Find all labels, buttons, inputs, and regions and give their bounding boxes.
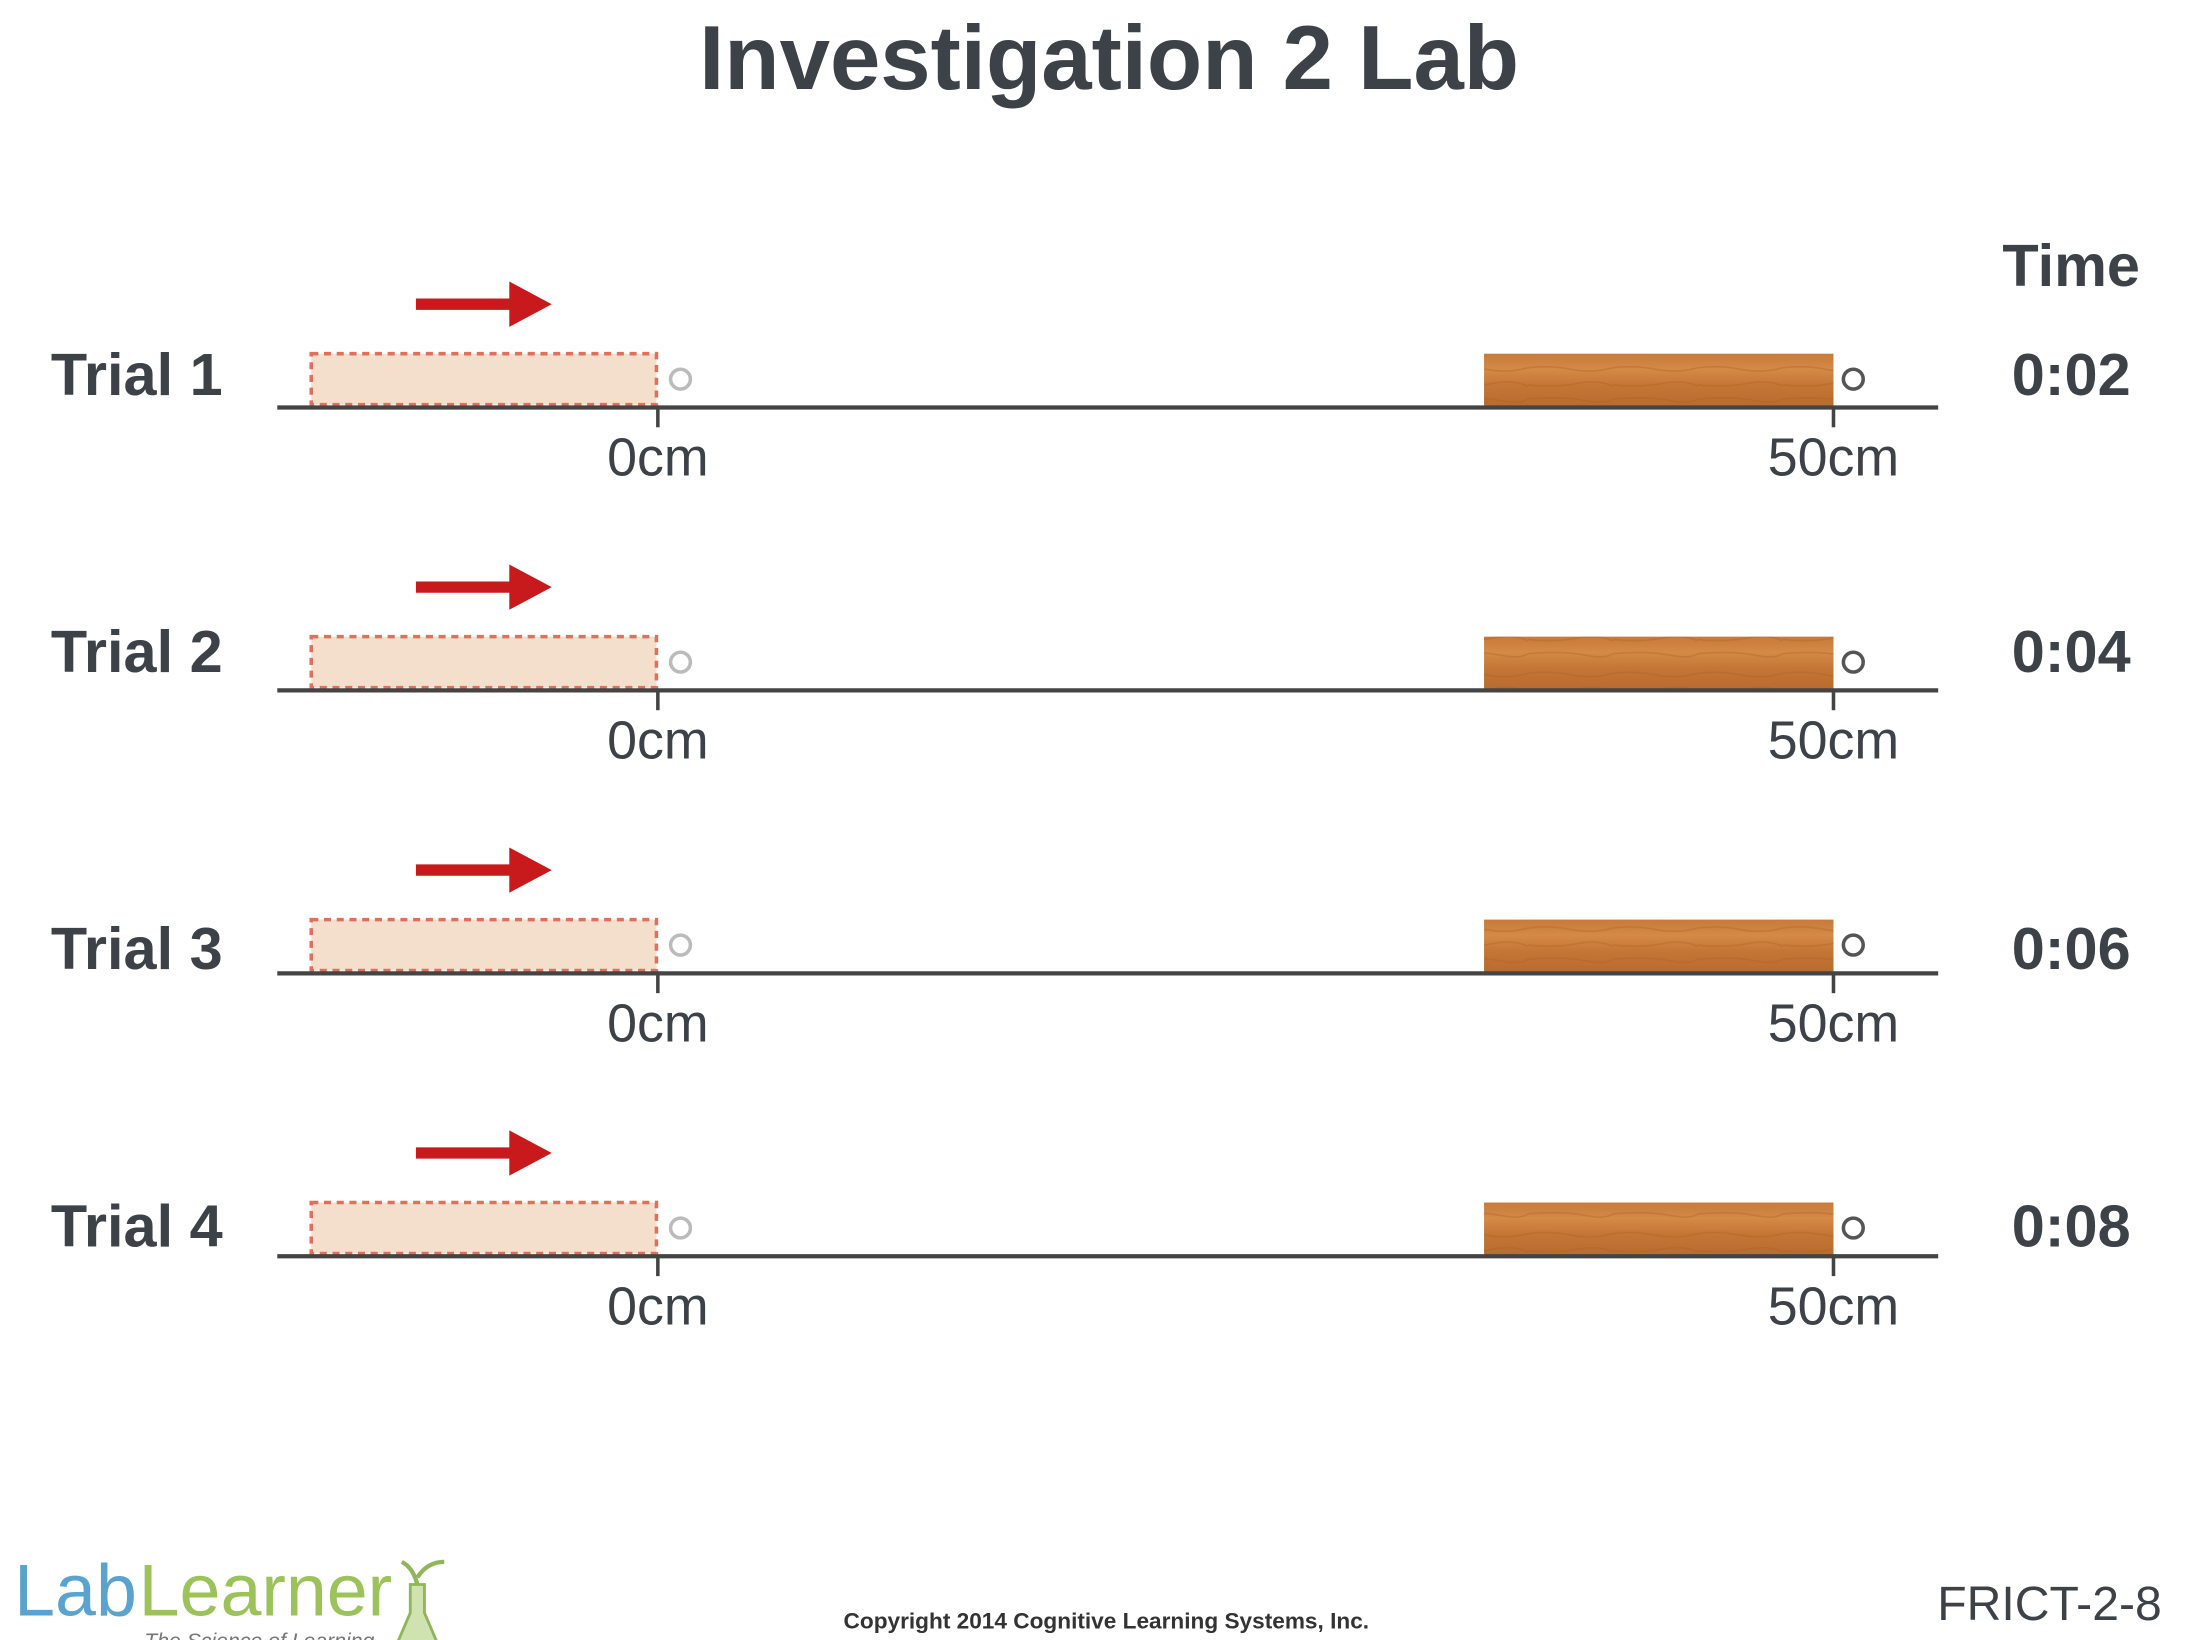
end-label: 50cm bbox=[1768, 1276, 1899, 1336]
logo-learner: Learner bbox=[139, 1548, 393, 1631]
time-heading: Time bbox=[2002, 232, 2140, 299]
start-label: 0cm bbox=[607, 1276, 709, 1336]
trial-label: Trial 4 bbox=[51, 1193, 223, 1260]
trials: Trial 1 0cm 50cm 0:02 Trial 2 0cm 50cm 0:04 Tria… bbox=[51, 281, 2131, 1336]
end-hook bbox=[1841, 650, 1865, 674]
slide-code: FRICT-2-8 bbox=[1937, 1577, 2161, 1631]
start-hook bbox=[668, 1216, 693, 1240]
end-hook bbox=[1841, 933, 1865, 957]
trial-label: Trial 2 bbox=[51, 618, 223, 685]
wood-grain bbox=[1484, 919, 1834, 972]
start-block bbox=[309, 1200, 659, 1256]
end-hook bbox=[1841, 367, 1865, 391]
trial-label: Trial 1 bbox=[51, 341, 223, 408]
start-block bbox=[309, 351, 659, 407]
end-label: 50cm bbox=[1768, 427, 1899, 487]
wood-grain bbox=[1484, 636, 1834, 689]
arrow bbox=[415, 281, 552, 327]
trial-time: 0:08 bbox=[2012, 1193, 2131, 1260]
logo-flask bbox=[397, 1583, 438, 1640]
title: Investigation 2 Lab bbox=[699, 8, 1519, 109]
trial-time: 0:02 bbox=[2012, 341, 2131, 408]
logo-sprout bbox=[400, 1559, 445, 1586]
start-label: 0cm bbox=[607, 427, 709, 487]
logo-tagline: The Science of Learning bbox=[144, 1630, 374, 1640]
start-hook bbox=[668, 650, 693, 674]
trial-time: 0:06 bbox=[2012, 915, 2131, 982]
logo-lab: Lab bbox=[14, 1548, 137, 1631]
logo: Lab Learner The Science of Learning bbox=[14, 1548, 445, 1640]
wood-grain bbox=[1484, 1202, 1834, 1255]
start-block bbox=[309, 917, 659, 973]
copyright: Copyright 2014 Cognitive Learning System… bbox=[844, 1609, 1370, 1634]
end-label: 50cm bbox=[1768, 993, 1899, 1053]
start-hook bbox=[668, 367, 693, 391]
trial-label: Trial 3 bbox=[51, 915, 223, 982]
start-hook bbox=[668, 933, 693, 957]
trial-time: 0:04 bbox=[2012, 618, 2131, 685]
arrow bbox=[415, 564, 552, 610]
start-label: 0cm bbox=[607, 993, 709, 1053]
wood-grain bbox=[1484, 353, 1834, 407]
start-block bbox=[309, 634, 659, 690]
arrow bbox=[415, 847, 552, 893]
start-label: 0cm bbox=[607, 710, 709, 770]
arrow bbox=[415, 1130, 552, 1176]
end-hook bbox=[1841, 1216, 1865, 1240]
end-label: 50cm bbox=[1768, 710, 1899, 770]
